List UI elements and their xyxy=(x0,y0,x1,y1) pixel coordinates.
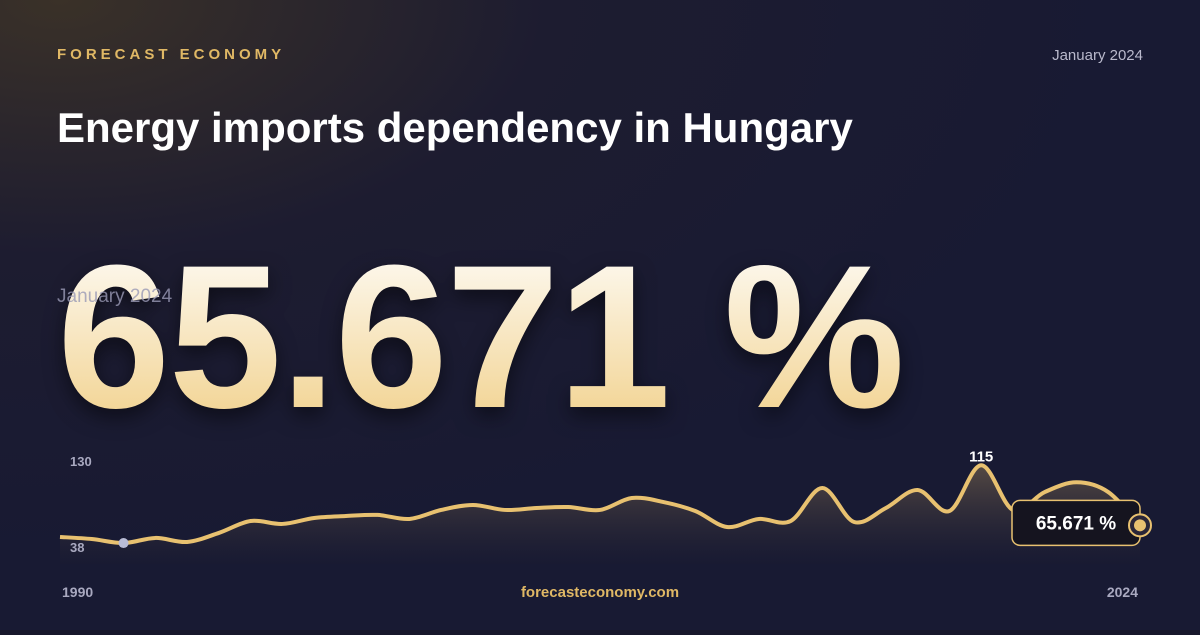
footer: forecasteconomy.com xyxy=(521,584,679,601)
headline-date: January 2024 xyxy=(57,286,173,307)
x-tick-label: 2024 xyxy=(1107,584,1138,600)
chart-title: Energy imports dependency in Hungary xyxy=(57,104,853,151)
x-tick-label: 1990 xyxy=(62,584,93,600)
peak-label: 115 xyxy=(969,448,993,465)
y-tick-label: 38 xyxy=(70,540,84,555)
date: January 2024 xyxy=(1052,47,1143,64)
headline-value: 65.671 % xyxy=(57,223,903,451)
area xyxy=(60,465,1140,564)
brand: FORECAST ECONOMY xyxy=(57,46,285,63)
badge-label: 65.671 % xyxy=(1036,513,1116,534)
end-point xyxy=(1134,519,1146,532)
start-point xyxy=(118,538,129,549)
y-tick-label: 130 xyxy=(70,454,92,469)
line xyxy=(59,463,1142,546)
